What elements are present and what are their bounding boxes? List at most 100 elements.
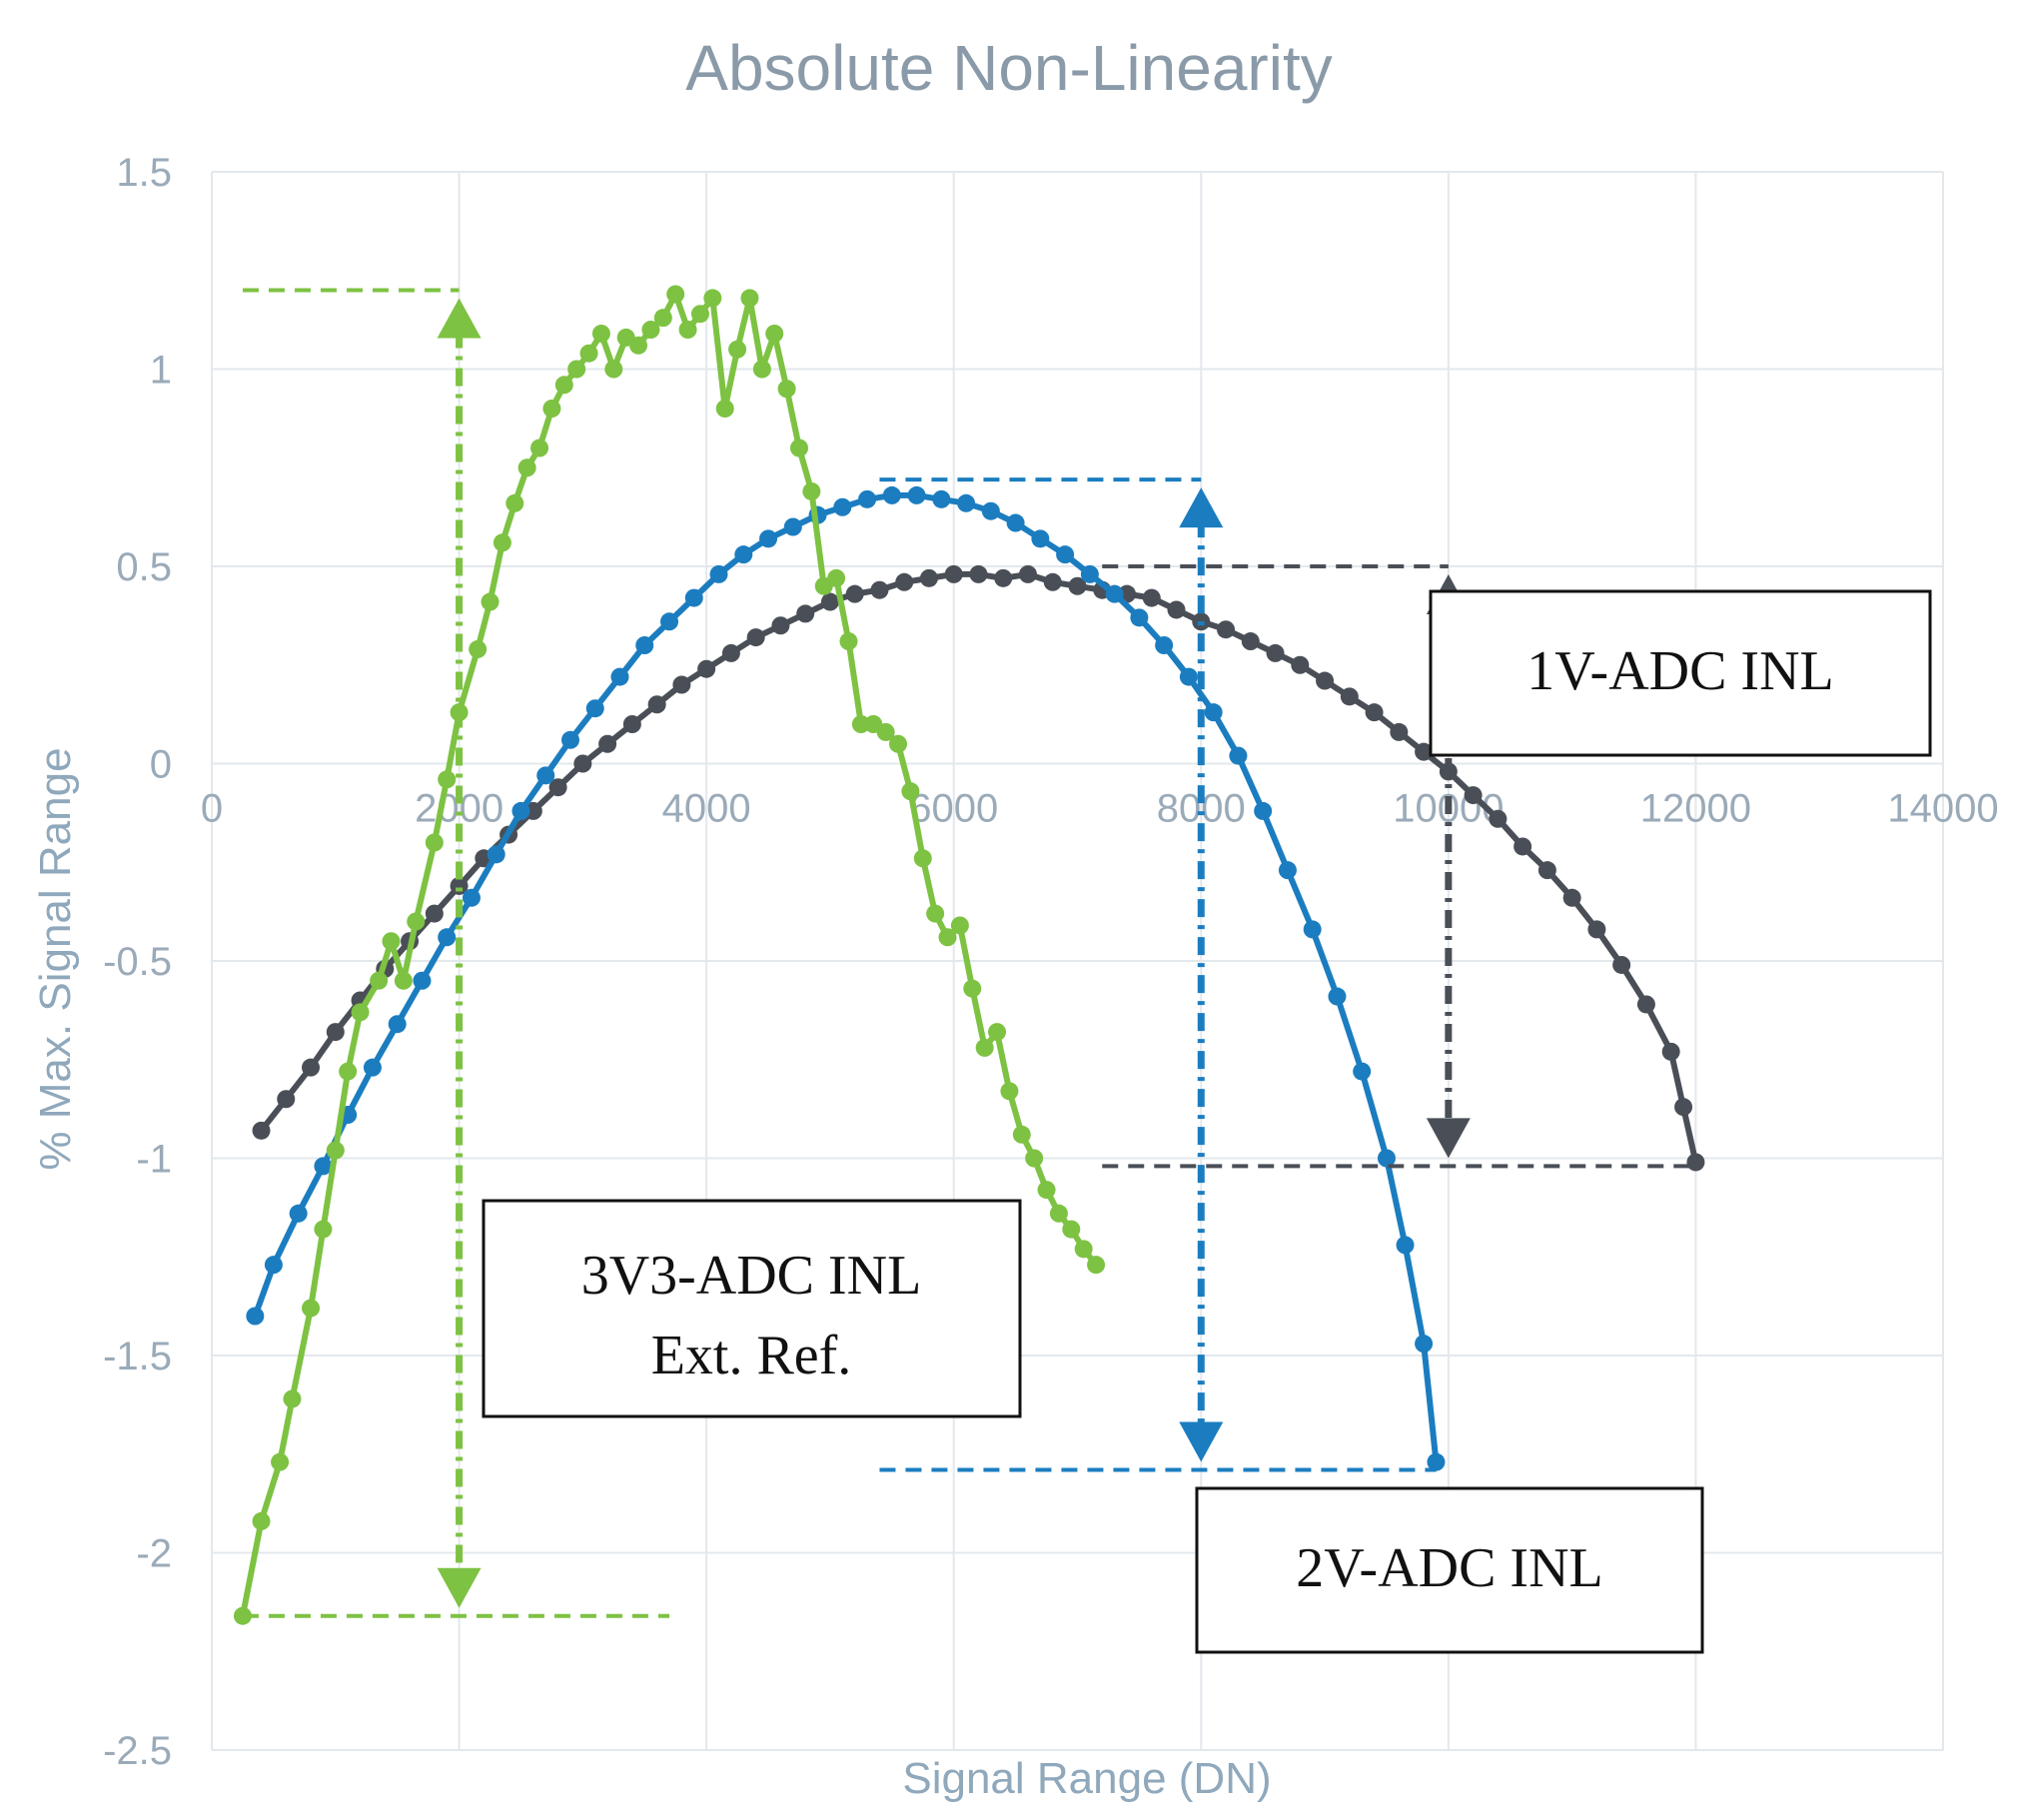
data-point [728, 340, 747, 359]
data-point [870, 580, 889, 599]
data-point [1489, 809, 1508, 828]
data-point [1179, 667, 1198, 686]
data-point [1217, 620, 1236, 639]
data-point [981, 501, 1000, 520]
data-point [963, 979, 982, 998]
data-point [1142, 588, 1161, 607]
data-point [796, 604, 815, 623]
data-point [913, 849, 932, 868]
data-point [548, 778, 567, 797]
y-tick-label: -1.5 [103, 1335, 172, 1378]
data-point [746, 628, 765, 647]
data-point [1037, 1181, 1056, 1200]
data-point [697, 659, 716, 678]
data-point [351, 1003, 370, 1022]
data-point [438, 770, 457, 789]
series-2 [233, 285, 1106, 1625]
data-point [827, 568, 846, 587]
data-point [919, 568, 938, 587]
data-point [660, 612, 679, 631]
annotation-arrowhead-down [1179, 1421, 1224, 1462]
data-point [789, 439, 808, 457]
data-point [302, 1058, 321, 1077]
data-point [771, 616, 790, 635]
data-point [469, 639, 488, 658]
data-point [1025, 1149, 1044, 1168]
data-point [1674, 1098, 1693, 1117]
annotation-box-3v3 [482, 1199, 1022, 1418]
x-tick-label: 12000 [1640, 787, 1751, 831]
x-tick-label: 6000 [909, 787, 998, 831]
data-point [1291, 655, 1310, 674]
data-point [382, 932, 401, 951]
data-point [407, 912, 426, 931]
data-point [666, 285, 685, 304]
data-point [1049, 1204, 1068, 1223]
data-point [326, 1141, 345, 1160]
data-point [1254, 801, 1273, 820]
data-point [585, 699, 604, 718]
y-tick-label: 1 [150, 349, 172, 393]
y-tick-label: 0 [150, 743, 172, 787]
data-point [1353, 1062, 1372, 1081]
data-point [579, 344, 598, 363]
data-point [1415, 1335, 1434, 1354]
data-point [1537, 861, 1556, 880]
data-point [542, 400, 561, 418]
annotation-arrowhead-down [1426, 1118, 1471, 1159]
data-point [1068, 576, 1087, 595]
data-point [1396, 1236, 1415, 1255]
data-point [493, 533, 511, 552]
data-point [1562, 888, 1581, 907]
data-point [523, 801, 542, 820]
data-point [703, 289, 722, 308]
data-point [734, 545, 753, 564]
data-point [895, 572, 914, 591]
annotation-label-3v3-line1: 3V3-ADC INL [581, 1245, 922, 1307]
data-point [505, 493, 524, 512]
data-point [641, 321, 660, 339]
data-point [622, 715, 641, 733]
data-point [944, 564, 963, 583]
x-axis-label: Signal Range (DN) [902, 1754, 1271, 1803]
data-point [339, 1062, 358, 1081]
data-point [567, 360, 586, 379]
data-point [326, 1023, 345, 1042]
data-point [802, 481, 821, 500]
data-point [969, 564, 988, 583]
data-point [252, 1511, 271, 1530]
data-point [277, 1090, 296, 1109]
data-point [1087, 1256, 1106, 1275]
data-point [604, 360, 623, 379]
data-point [1390, 722, 1409, 741]
data-point [833, 497, 852, 516]
data-point [938, 928, 957, 947]
data-point [271, 1452, 290, 1471]
data-point [264, 1256, 283, 1275]
data-point [1636, 995, 1655, 1014]
y-tick-label: -1 [136, 1138, 172, 1182]
data-point [1155, 636, 1174, 654]
data-point [740, 289, 759, 308]
annotation-boxes: 1V-ADC INL 2V-ADC INL 3V3-ADC INL Ext. R… [482, 589, 1932, 1654]
data-point [425, 833, 444, 852]
data-point [1000, 1082, 1019, 1101]
data-point [1167, 600, 1186, 619]
data-point [1241, 632, 1260, 651]
data-point [647, 695, 666, 714]
data-point [1130, 608, 1149, 627]
data-point [591, 324, 610, 343]
data-point [678, 321, 697, 339]
y-tick-label: 1.5 [116, 151, 172, 195]
data-point [1018, 564, 1037, 583]
data-point [988, 1023, 1007, 1042]
data-point [554, 376, 573, 395]
data-point [511, 801, 530, 820]
data-point [363, 1058, 382, 1077]
data-point [598, 734, 617, 753]
data-point [690, 305, 709, 324]
data-point [1105, 584, 1124, 603]
data-point [653, 309, 672, 328]
data-point [1043, 572, 1062, 591]
data-point [610, 667, 629, 686]
